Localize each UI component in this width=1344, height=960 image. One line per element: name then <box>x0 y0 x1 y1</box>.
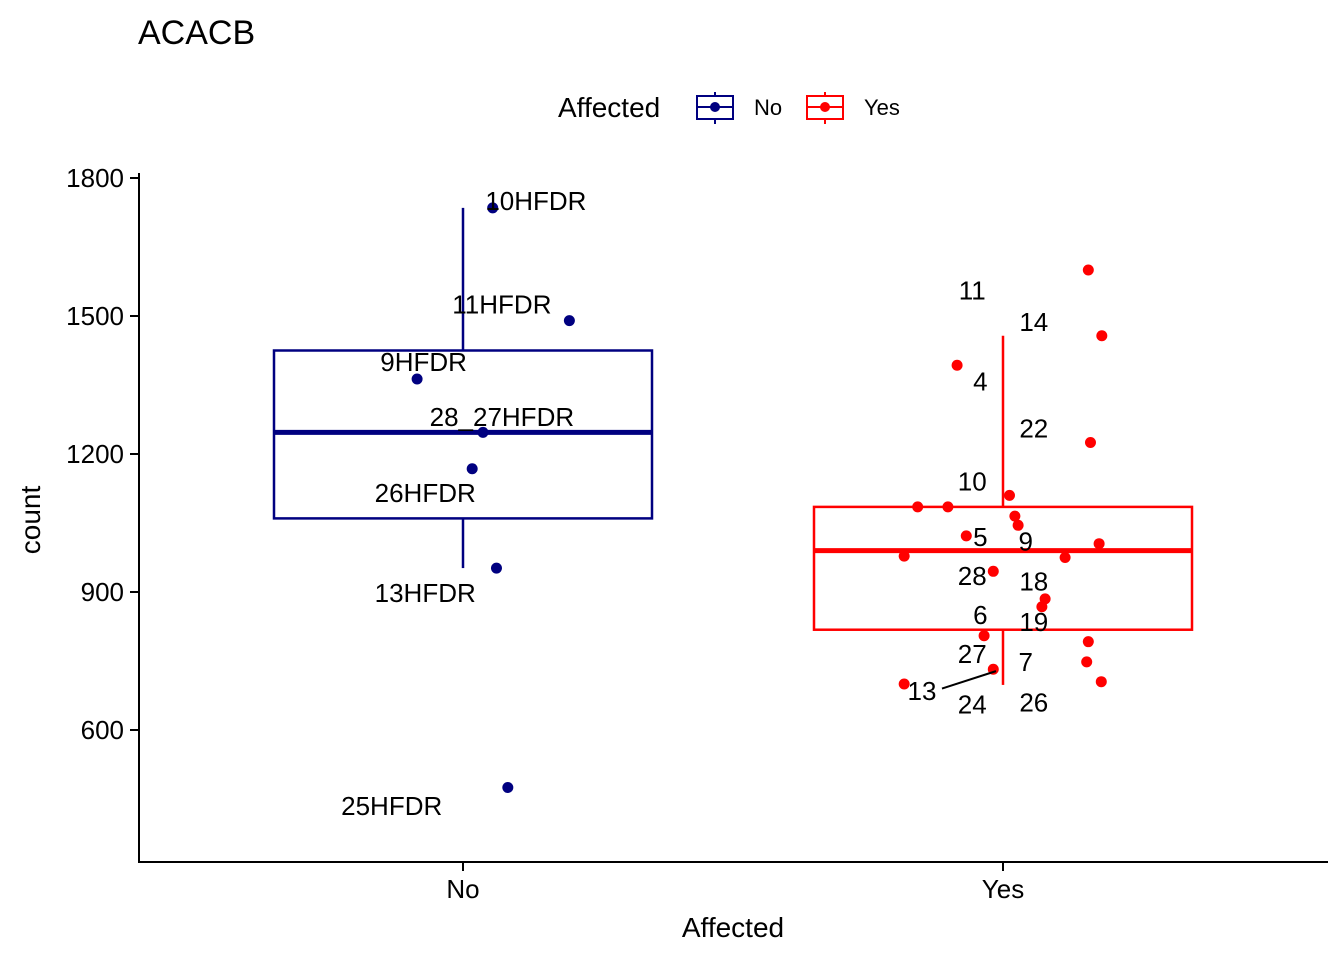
legend: Affected No Yes <box>558 92 900 124</box>
data-point <box>942 501 954 513</box>
data-point <box>1095 676 1107 688</box>
point-label: 22 <box>1019 414 1048 444</box>
data-point <box>1082 264 1094 276</box>
point-label: 14 <box>1019 307 1048 337</box>
data-point <box>466 463 478 475</box>
point-label: 28_27HFDR <box>430 402 575 432</box>
y-tick-label: 900 <box>81 577 124 607</box>
data-point <box>912 501 924 513</box>
series-no: 10HFDR 11HFDR 9HFDR 28_27HFDR 26HFDR 13HFDR 25… <box>341 186 586 821</box>
point-label: 7 <box>1018 647 1032 677</box>
data-point <box>951 359 963 371</box>
data-point <box>411 373 423 385</box>
data-point <box>960 530 972 542</box>
point-label: 13HFDR <box>375 578 476 608</box>
data-point <box>477 426 489 438</box>
point-label: 9 <box>1018 526 1032 556</box>
point-label: 11HFDR <box>452 290 551 320</box>
data-point <box>487 202 499 214</box>
point-label: 25HFDR <box>341 791 442 821</box>
legend-label: No <box>754 95 782 120</box>
data-point <box>502 782 514 793</box>
data-point <box>898 678 910 690</box>
point-label: 28 <box>958 561 987 591</box>
point-label: 10 <box>958 467 987 497</box>
data-point <box>1084 437 1096 448</box>
data-point <box>1093 538 1105 550</box>
y-tick-label: 600 <box>81 715 124 745</box>
point-label: 19 <box>1019 607 1048 637</box>
box-iqr <box>812 505 1194 631</box>
legend-key-point <box>710 102 720 112</box>
point-label: 6 <box>973 600 987 630</box>
data-point <box>987 565 999 577</box>
data-point <box>1059 552 1071 563</box>
legend-entry-no: No <box>696 92 782 124</box>
y-tick-label: 1200 <box>66 439 124 469</box>
plot-area: 10HFDR 11HFDR 9HFDR 28_27HFDR 26HFDR 13HFDR 25… <box>272 186 1194 821</box>
data-point <box>978 630 990 642</box>
data-point <box>563 315 575 327</box>
point-label: 26 <box>1019 687 1048 717</box>
box-no <box>272 207 654 569</box>
data-point <box>1012 519 1024 531</box>
point-label: 10HFDR <box>485 186 586 216</box>
legend-entry-yes: Yes <box>806 92 900 124</box>
y-tick-label: 1800 <box>66 163 124 193</box>
point-label: 9HFDR <box>380 347 467 377</box>
point-label: 18 <box>1019 566 1048 596</box>
label-leader-line <box>941 670 997 690</box>
chart-title: ACACB <box>138 14 255 52</box>
x-tick-label: Yes <box>982 874 1024 904</box>
y-tick-label: 1500 <box>66 301 124 331</box>
point-label: 26HFDR <box>375 478 476 508</box>
point-label: 5 <box>973 522 987 552</box>
legend-key-point <box>820 102 830 112</box>
point-label: 4 <box>973 366 987 396</box>
point-label: 27 <box>958 639 987 669</box>
data-point <box>1096 330 1108 342</box>
data-point <box>490 562 502 574</box>
data-point <box>1009 510 1021 522</box>
data-point <box>1036 601 1048 613</box>
data-point <box>1003 489 1015 501</box>
point-label: 11 <box>959 276 986 306</box>
data-point <box>898 550 910 562</box>
legend-label: Yes <box>864 95 900 120</box>
box-yes <box>812 335 1194 685</box>
point-label: 13 <box>908 676 937 706</box>
y-axis-title: count <box>15 486 46 555</box>
point-label: 24 <box>958 690 987 720</box>
series-yes: 11 14 4 22 10 5 9 28 18 6 19 27 7 13 24 26 <box>898 264 1108 720</box>
legend-title: Affected <box>558 92 660 123</box>
x-axis-title: Affected <box>682 912 784 943</box>
x-tick-label: No <box>446 874 479 904</box>
data-point <box>1082 636 1094 648</box>
data-point <box>1081 656 1093 668</box>
